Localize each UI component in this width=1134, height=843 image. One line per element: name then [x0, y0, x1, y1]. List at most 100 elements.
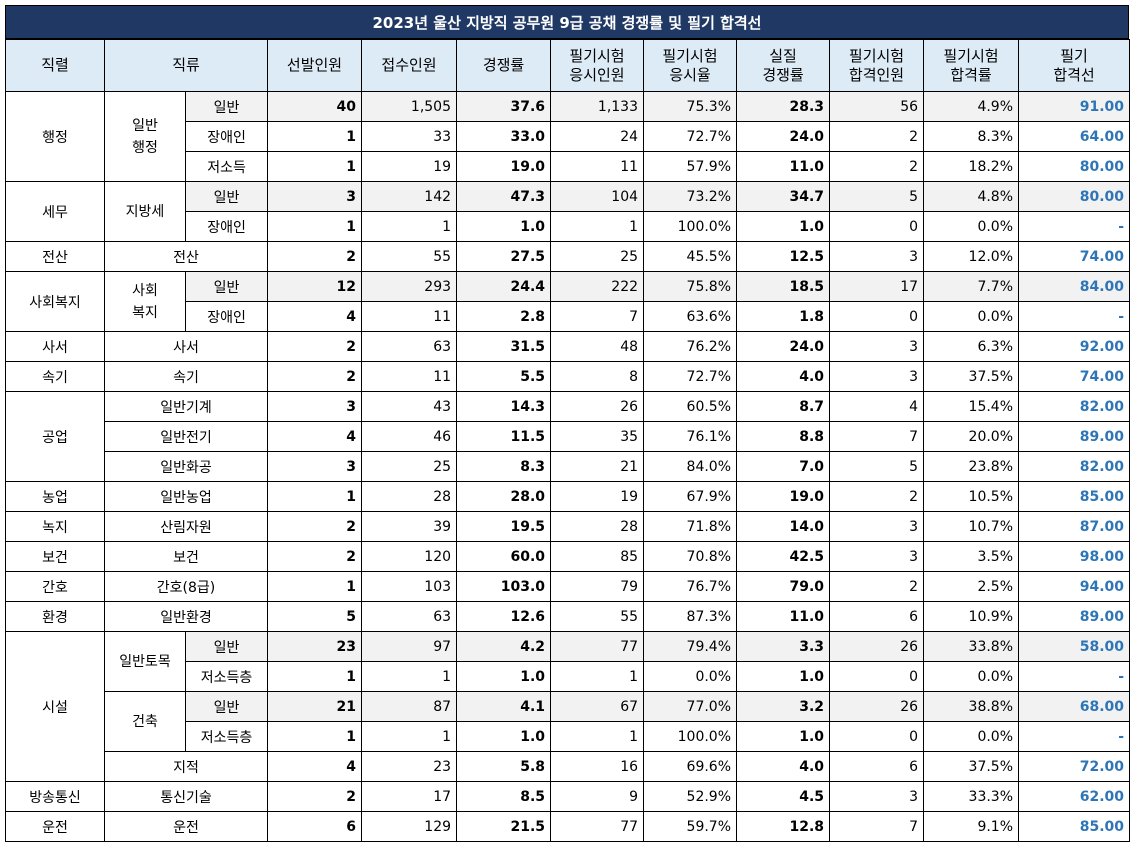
actual-ratio-cell: 3.2	[736, 691, 831, 722]
exam-rate-cell: 67.9%	[643, 481, 738, 512]
actual-ratio-cell: 11.0	[736, 151, 831, 182]
passed-cell: 2	[829, 151, 925, 182]
cutoff-cell: -	[1018, 721, 1131, 752]
passed-cell: 0	[829, 721, 925, 752]
cutoff-cell: 80.00	[1018, 181, 1131, 212]
type-cell: 장애인	[184, 301, 269, 332]
actual-ratio-cell: 14.0	[736, 511, 831, 542]
selected-cell: 3	[267, 181, 363, 212]
applied-cell: 120	[361, 541, 458, 572]
exam-rate-cell: 0.0%	[643, 661, 738, 692]
actual-ratio-cell: 4.0	[736, 751, 831, 782]
exam-rate-cell: 75.8%	[643, 271, 738, 302]
exam-rate-cell: 72.7%	[643, 361, 738, 392]
type-cell: 일반	[184, 691, 269, 722]
applied-cell: 28	[361, 481, 458, 512]
ratio-cell: 12.6	[456, 601, 552, 632]
header-actual-ratio: 실질 경쟁률	[736, 39, 831, 92]
selected-cell: 1	[267, 481, 363, 512]
selected-cell: 6	[267, 811, 363, 842]
table-row: 저소득 1 19 19.0 11 57.9% 11.0 2 18.2% 80.00	[6, 151, 1131, 182]
ratio-cell: 5.5	[456, 361, 552, 392]
actual-ratio-cell: 1.8	[736, 301, 831, 332]
passed-cell: 2	[829, 481, 925, 512]
selected-cell: 40	[267, 91, 363, 122]
table-row: 일반전기 4 46 11.5 35 76.1% 8.8 7 20.0% 89.00	[6, 421, 1131, 452]
category-cell: 일반전기	[103, 421, 269, 452]
ratio-cell: 1.0	[456, 211, 552, 242]
pass-rate-cell: 38.8%	[923, 691, 1020, 722]
exam-takers-cell: 48	[550, 331, 645, 362]
category-cell: 운전	[103, 811, 269, 842]
applied-cell: 19	[361, 151, 458, 182]
exam-rate-cell: 75.3%	[643, 91, 738, 122]
category-cell: 일반 행정	[104, 91, 186, 182]
applied-cell: 55	[361, 241, 458, 272]
passed-cell: 26	[829, 691, 925, 722]
applied-cell: 129	[361, 811, 458, 842]
grade-cell: 속기	[5, 361, 105, 392]
actual-ratio-cell: 19.0	[736, 481, 831, 512]
actual-ratio-cell: 4.0	[736, 361, 831, 392]
actual-ratio-cell: 1.0	[736, 721, 831, 752]
ratio-cell: 14.3	[456, 391, 552, 422]
selected-cell: 1	[267, 661, 363, 692]
applied-cell: 63	[361, 331, 458, 362]
passed-cell: 2	[829, 121, 925, 152]
category-cell: 일반농업	[103, 481, 269, 512]
selected-cell: 1	[267, 721, 363, 752]
pass-rate-cell: 0.0%	[923, 721, 1020, 752]
type-cell: 저소득층	[184, 721, 269, 752]
type-cell: 장애인	[184, 121, 269, 152]
ratio-cell: 8.3	[456, 451, 552, 482]
pass-rate-cell: 0.0%	[923, 661, 1020, 692]
exam-takers-cell: 77	[550, 631, 645, 662]
selected-cell: 2	[267, 781, 363, 812]
ratio-cell: 2.8	[456, 301, 552, 332]
exam-takers-cell: 24	[550, 121, 645, 152]
pass-rate-cell: 12.0%	[923, 241, 1020, 272]
exam-rate-cell: 69.6%	[643, 751, 738, 782]
table-row: 사회복지 사회 복지 일반 12 293 24.4 222 75.8% 18.5 17 7.7% 84…	[5, 271, 1131, 332]
ratio-cell: 8.5	[456, 781, 552, 812]
applied-cell: 103	[361, 571, 458, 602]
ratio-cell: 19.5	[456, 511, 552, 542]
category-cell: 보건	[103, 541, 269, 572]
selected-cell: 12	[267, 271, 363, 302]
actual-ratio-cell: 1.0	[736, 211, 831, 242]
exam-rate-cell: 52.9%	[643, 781, 738, 812]
passed-cell: 6	[829, 751, 925, 782]
exam-rate-cell: 76.2%	[643, 331, 738, 362]
results-table: 직렬 직류 선발인원 접수인원 경쟁률 필기시험 응시인원 필기시험 응시율 실…	[5, 39, 1131, 842]
grade-cell: 운전	[5, 811, 105, 842]
cutoff-cell: 74.00	[1018, 241, 1131, 272]
type-cell: 장애인	[184, 211, 269, 242]
passed-cell: 26	[829, 631, 925, 662]
cutoff-cell: 87.00	[1018, 511, 1131, 542]
passed-cell: 5	[829, 181, 925, 212]
ratio-cell: 103.0	[456, 571, 552, 602]
cutoff-cell: 98.00	[1018, 541, 1131, 572]
passed-cell: 4	[829, 391, 925, 422]
pass-rate-cell: 9.1%	[923, 811, 1020, 842]
exam-takers-cell: 77	[550, 811, 645, 842]
exam-rate-cell: 70.8%	[643, 541, 738, 572]
actual-ratio-cell: 12.8	[736, 811, 831, 842]
exam-takers-cell: 79	[550, 571, 645, 602]
pass-rate-cell: 10.9%	[923, 601, 1020, 632]
cutoff-cell: -	[1018, 661, 1131, 692]
selected-cell: 4	[267, 751, 363, 782]
type-cell: 일반	[184, 181, 269, 212]
exam-rate-cell: 59.7%	[643, 811, 738, 842]
exam-rate-cell: 76.1%	[643, 421, 738, 452]
exam-takers-cell: 26	[550, 391, 645, 422]
actual-ratio-cell: 11.0	[736, 601, 831, 632]
pass-rate-cell: 2.5%	[923, 571, 1020, 602]
pass-rate-cell: 37.5%	[923, 361, 1020, 392]
exam-rate-cell: 84.0%	[643, 451, 738, 482]
grade-cell: 공업	[5, 391, 105, 482]
cutoff-cell: -	[1018, 301, 1131, 332]
applied-cell: 25	[361, 451, 458, 482]
grade-cell: 시설	[5, 631, 105, 782]
table-row: 장애인 4 11 2.8 7 63.6% 1.8 0 0.0% -	[6, 301, 1131, 332]
